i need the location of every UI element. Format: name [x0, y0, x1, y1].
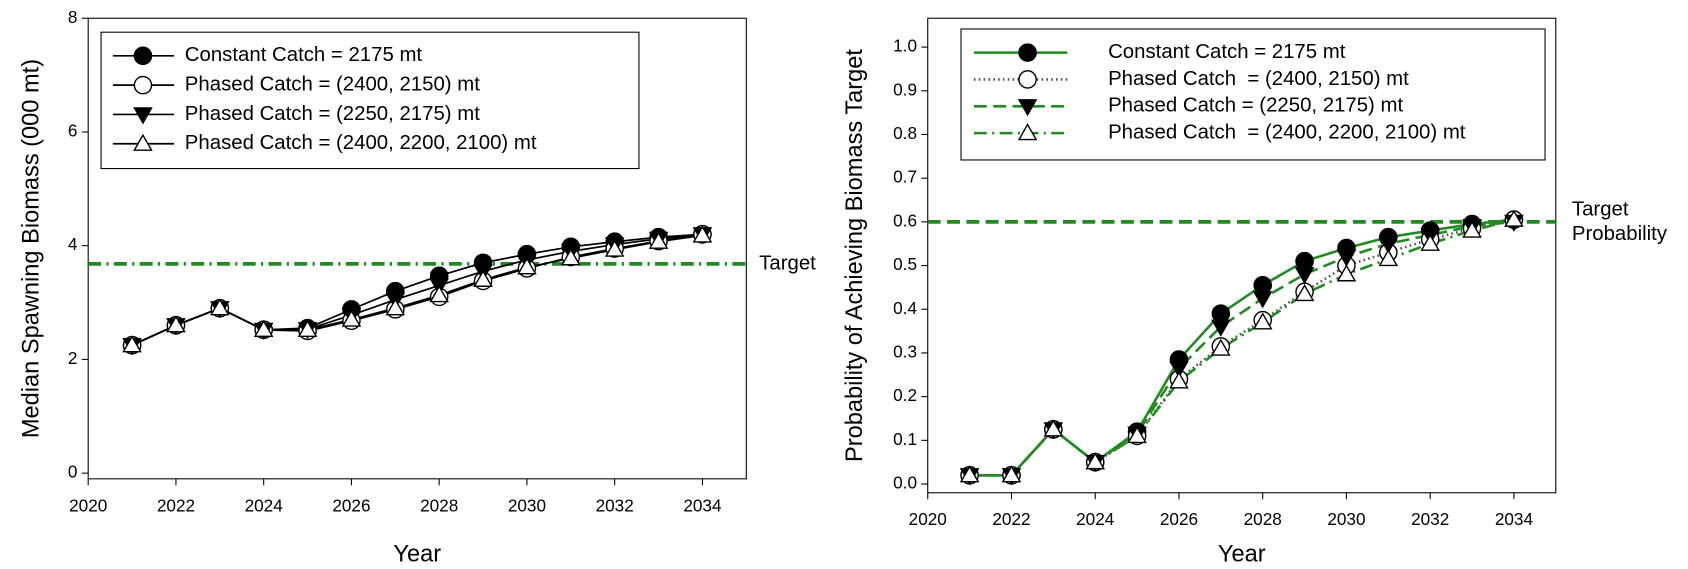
marker [1252, 291, 1273, 309]
marker [429, 285, 449, 303]
legend-label: Phased Catch = (2250, 2175) mt [1108, 95, 1403, 117]
marker [385, 298, 406, 316]
x-axis-title: Year [1218, 541, 1266, 567]
marker [166, 315, 186, 333]
legend-label: Constant Catch = 2175 mt [185, 44, 423, 66]
marker [1043, 419, 1064, 437]
x-tick-label: 2034 [1495, 509, 1534, 529]
legend-box [960, 28, 1546, 161]
legend-label: Phased Catch = (2400, 2200, 2100) mt [185, 132, 537, 154]
y-tick-label: 6 [68, 121, 78, 141]
legend-label: Phased Catch = (2250, 2175) mt [185, 103, 480, 125]
marker [1378, 236, 1399, 254]
target-label: Target [759, 252, 816, 274]
marker [517, 257, 537, 275]
marker [253, 319, 274, 337]
marker [1169, 361, 1189, 379]
legend-marker [1017, 123, 1038, 141]
x-tick-label: 2030 [1327, 509, 1365, 529]
marker [561, 248, 581, 266]
legend-box [100, 31, 640, 170]
y-tick-label: 0.2 [893, 385, 917, 405]
marker [341, 309, 362, 327]
marker [1294, 267, 1315, 285]
legend-marker [133, 75, 153, 95]
y-tick-label: 1.0 [893, 36, 917, 56]
marker [1001, 465, 1022, 483]
legend-label: Phased Catch = (2400, 2200, 2100) mt [1108, 122, 1466, 144]
marker [1169, 371, 1189, 389]
legend-marker [133, 107, 153, 125]
y-tick-label: 0.1 [893, 429, 917, 449]
y-tick-label: 0.7 [893, 167, 917, 187]
marker [1252, 312, 1273, 330]
target-label: Probability [1572, 223, 1668, 245]
y-tick-label: 0 [68, 462, 78, 482]
marker [1378, 249, 1399, 267]
y-tick-label: 8 [68, 7, 78, 27]
marker [1211, 319, 1231, 337]
marker [648, 231, 669, 249]
y-tick-label: 0.9 [893, 79, 917, 99]
x-tick-label: 2028 [420, 495, 458, 515]
marker [1504, 209, 1524, 227]
marker [1085, 452, 1106, 470]
target-label: Target [1572, 198, 1629, 220]
marker [1336, 264, 1357, 282]
y-tick-label: 4 [68, 234, 78, 254]
y-tick-label: 0.5 [893, 254, 917, 274]
legend-label: Phased Catch = (2400, 2150) mt [1108, 68, 1409, 90]
marker [692, 225, 713, 243]
y-tick-label: 0.3 [893, 341, 917, 361]
marker [959, 465, 980, 483]
x-tick-label: 2030 [508, 495, 546, 515]
marker [297, 319, 318, 337]
marker [1211, 338, 1231, 356]
legend-marker [133, 46, 153, 66]
y-axis-title: Probability of Achieving Biomass Target [842, 49, 868, 462]
y-tick-label: 0.4 [893, 298, 917, 318]
legend-marker [1017, 99, 1038, 117]
plot-frame [87, 17, 747, 480]
marker [604, 239, 625, 257]
marker [1420, 233, 1440, 251]
x-tick-label: 2022 [157, 495, 195, 515]
x-tick-label: 2026 [1160, 509, 1198, 529]
marker [1462, 220, 1482, 238]
y-tick-label: 0.6 [893, 210, 917, 230]
marker [473, 269, 493, 287]
legend-marker [1018, 70, 1037, 89]
x-tick-label: 2028 [1244, 509, 1282, 529]
x-tick-label: 2032 [1411, 509, 1449, 529]
x-tick-label: 2026 [332, 495, 370, 515]
x-axis-title: Year [393, 541, 441, 567]
marker [122, 335, 142, 353]
x-tick-label: 2020 [69, 495, 107, 515]
legend-label: Constant Catch = 2175 mt [1108, 41, 1346, 63]
marker [1294, 283, 1315, 302]
legend-marker [1018, 43, 1037, 62]
y-tick-label: 2 [68, 348, 78, 368]
marker [210, 298, 230, 316]
x-tick-label: 2024 [245, 495, 284, 515]
y-tick-label: 0.0 [893, 473, 917, 493]
x-tick-label: 2022 [992, 509, 1030, 529]
legend-marker [133, 133, 153, 151]
marker [1127, 425, 1147, 444]
x-tick-label: 2020 [909, 509, 947, 529]
x-tick-label: 2024 [1076, 509, 1115, 529]
legend-label: Phased Catch = (2400, 2150) mt [185, 74, 480, 96]
y-axis-title: Median Spawning Biomass (000 mt) [19, 59, 45, 438]
x-tick-label: 2034 [683, 495, 722, 515]
x-tick-label: 2032 [596, 495, 634, 515]
y-tick-label: 0.8 [893, 123, 917, 143]
plot-frame [927, 17, 1557, 494]
marker [1336, 249, 1357, 267]
